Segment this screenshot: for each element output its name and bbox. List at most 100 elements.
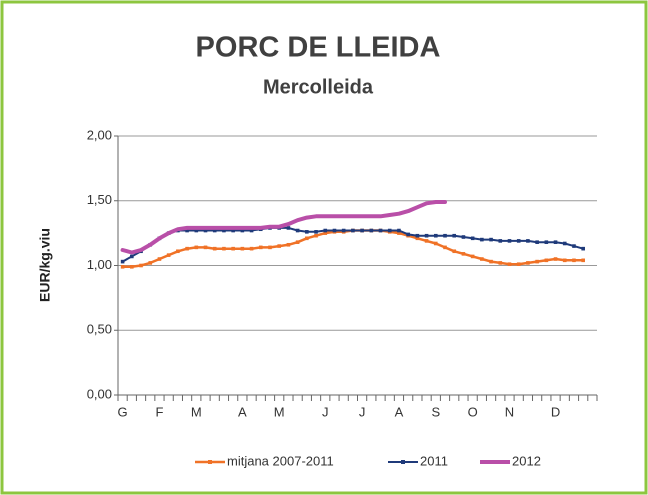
point [581,246,585,251]
x-tick-label: M [191,404,202,419]
point [544,240,549,244]
point [231,246,235,251]
point [194,245,199,250]
point [406,232,410,237]
point [166,253,171,257]
x-tick-label: A [395,404,404,419]
point [120,264,125,269]
x-tick-label: F [155,404,163,419]
point [351,228,355,233]
point [397,228,401,233]
point [323,228,328,233]
point [314,233,318,238]
point [470,236,475,241]
point [433,241,438,246]
x-tick-label: O [468,404,478,419]
chart-subtitle: Mercolleida [263,76,374,98]
point [203,245,208,250]
point [562,258,567,263]
point [222,246,226,251]
point [415,233,420,238]
point [498,261,503,265]
legend-label: mitjana 2007-2011 [227,453,334,468]
point [516,262,521,267]
point [277,244,282,248]
y-axis-label: EUR/kg.viu [37,228,53,302]
point [249,246,254,251]
point [203,228,208,233]
point [461,252,466,256]
point [535,240,539,244]
point [231,228,235,233]
point [130,254,134,259]
point [581,258,585,263]
legend-label: 2011 [420,453,448,468]
point [433,233,438,238]
x-tick-label: G [118,404,128,419]
x-tick-label: M [274,404,285,419]
point [185,246,189,251]
point [461,235,466,239]
point [507,262,512,267]
point [120,259,125,264]
point [516,239,521,243]
x-tick-label: A [238,404,247,419]
point [387,228,392,233]
point [553,240,558,244]
point [295,240,300,244]
point [148,261,153,265]
point [507,239,512,243]
point [305,230,309,234]
point [323,231,328,235]
point [424,239,429,243]
y-tick-label: 1,00 [87,257,112,272]
point [212,246,217,251]
point [212,228,217,233]
point [572,258,576,263]
point [176,249,180,254]
point [480,257,484,261]
y-tick-label: 1,50 [87,192,112,207]
point [369,228,374,233]
series-line [120,200,447,255]
x-tick-label: N [505,404,514,419]
point [572,244,576,248]
point [222,228,226,233]
point [480,237,484,242]
point [526,261,530,265]
point [240,246,245,251]
point [130,264,134,269]
point [443,233,447,238]
point [378,228,383,233]
point [397,231,401,235]
point [489,259,493,264]
point [562,241,567,246]
point [489,237,493,242]
point [240,228,245,233]
legend-label: 2012 [512,453,541,468]
x-tick-label: J [359,404,366,419]
point [424,233,429,238]
point [258,245,263,250]
legend-marker [401,460,405,464]
point [249,228,254,233]
point [268,245,272,250]
point [553,257,558,261]
point [498,239,503,243]
point [305,236,309,241]
point [139,263,143,268]
x-tick-label: D [551,404,560,419]
point [286,226,291,230]
point [415,236,420,241]
chart-title: PORC DE LLEIDA [196,32,441,64]
point [295,228,300,233]
y-tick-label: 0,00 [87,386,112,401]
point [286,242,291,247]
point [332,228,337,233]
point [544,258,549,263]
y-tick-label: 0,50 [87,322,112,337]
point [535,259,539,264]
